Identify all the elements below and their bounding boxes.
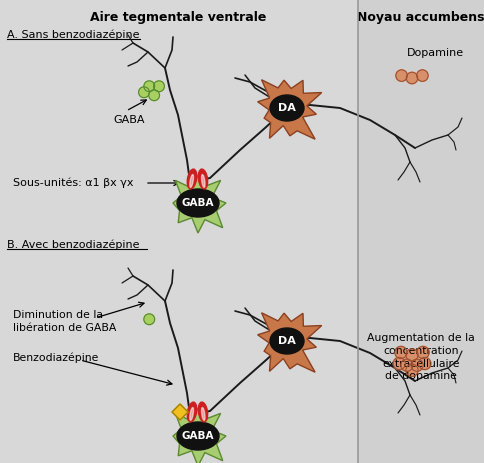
Circle shape	[144, 81, 154, 92]
Text: Dopamine: Dopamine	[406, 48, 463, 58]
Polygon shape	[257, 80, 321, 139]
Text: DA: DA	[277, 103, 295, 113]
Bar	[357, 0, 484, 463]
Text: DA: DA	[277, 336, 295, 346]
Ellipse shape	[177, 422, 219, 450]
Circle shape	[138, 87, 149, 98]
Circle shape	[400, 359, 412, 371]
Ellipse shape	[201, 407, 205, 420]
Circle shape	[416, 70, 427, 81]
Circle shape	[405, 349, 417, 361]
Text: B. Avec benzodiazépine: B. Avec benzodiazépine	[7, 240, 139, 250]
Circle shape	[395, 70, 407, 81]
Circle shape	[406, 72, 417, 84]
Polygon shape	[172, 404, 188, 420]
Text: Benzodiazépine: Benzodiazépine	[13, 353, 99, 363]
Ellipse shape	[270, 328, 303, 354]
Circle shape	[405, 364, 417, 376]
Text: Noyau accumbens: Noyau accumbens	[357, 11, 484, 24]
Circle shape	[416, 346, 428, 358]
Polygon shape	[257, 313, 321, 372]
Ellipse shape	[201, 175, 205, 188]
Ellipse shape	[198, 169, 207, 189]
Circle shape	[144, 314, 154, 325]
Circle shape	[410, 359, 423, 371]
Polygon shape	[173, 175, 226, 233]
Text: Aire tegmentale ventrale: Aire tegmentale ventrale	[90, 11, 266, 24]
Ellipse shape	[177, 189, 219, 217]
Text: A. Sans benzodiazépine: A. Sans benzodiazépine	[7, 30, 139, 40]
Circle shape	[418, 357, 430, 369]
Ellipse shape	[187, 402, 197, 422]
Text: Sous-unités: α1 βx γx: Sous-unités: α1 βx γx	[13, 178, 133, 188]
Text: GABA: GABA	[113, 115, 144, 125]
Ellipse shape	[270, 95, 303, 121]
Text: Augmentation de la
concentration
extracellulaire
de dopamine: Augmentation de la concentration extrace…	[366, 333, 474, 382]
Text: GABA: GABA	[182, 198, 214, 208]
Ellipse shape	[198, 402, 207, 422]
Polygon shape	[173, 408, 226, 463]
Text: Diminution de la
libération de GABA: Diminution de la libération de GABA	[13, 310, 116, 333]
Circle shape	[393, 357, 405, 369]
Ellipse shape	[189, 175, 193, 188]
Ellipse shape	[187, 169, 197, 189]
Circle shape	[394, 346, 406, 358]
Circle shape	[153, 81, 164, 92]
Ellipse shape	[189, 407, 193, 420]
Text: GABA: GABA	[182, 431, 214, 441]
Circle shape	[149, 90, 159, 100]
